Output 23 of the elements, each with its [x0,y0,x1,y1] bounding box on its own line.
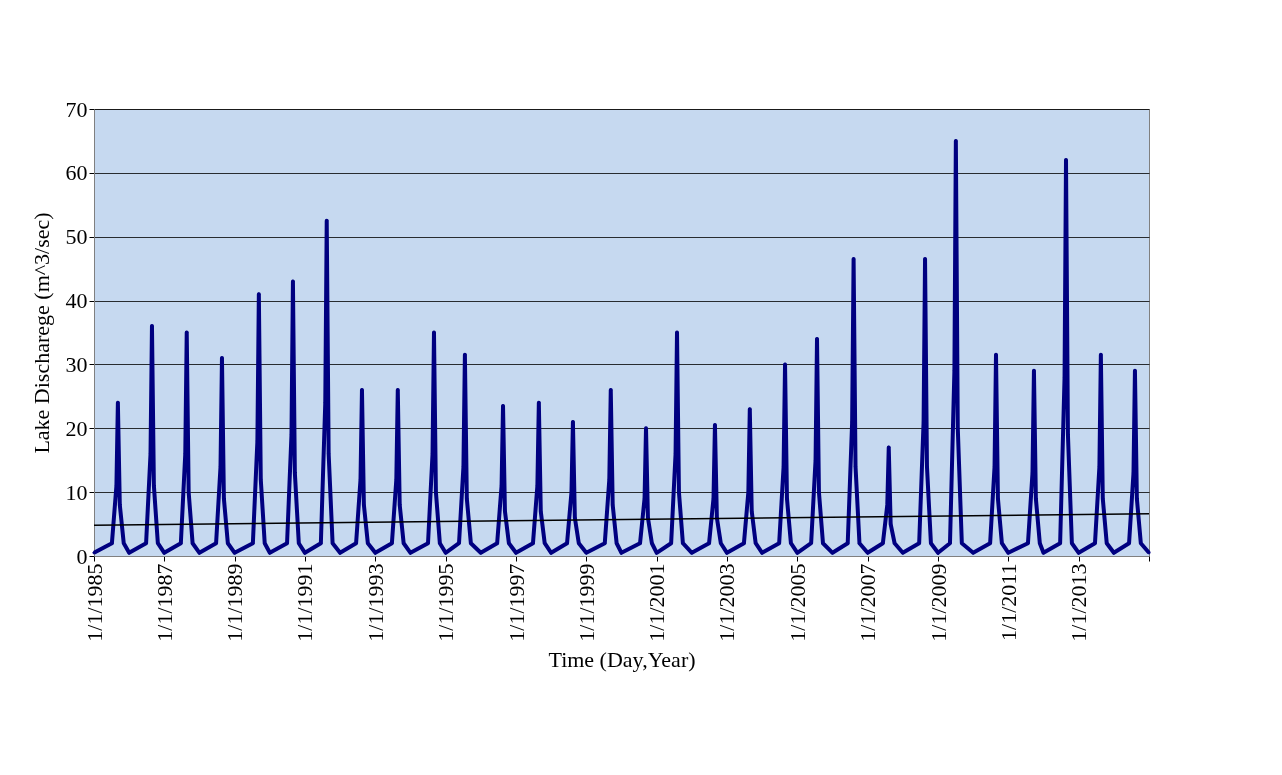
x-tick-label: 1/1/1987 [151,563,177,642]
x-tick-label: 1/1/2003 [714,563,740,642]
x-tick-label: 1/1/1993 [362,563,388,642]
y-axis-title: Lake Discharege (m^3/sec) [28,212,54,454]
x-axis-title: Time (Day,Year) [548,646,696,672]
y-tick-label: 30 [65,351,88,377]
x-tick-label: 1/1/1995 [433,563,459,642]
y-tick-label: 10 [65,479,88,505]
x-tick-label: 1/1/1991 [292,563,318,642]
x-tick-label: 1/1/2013 [1066,563,1092,642]
x-tick-label: 1/1/2005 [784,563,810,642]
y-tick-label: 20 [65,415,88,441]
x-tick-label: 1/1/1997 [503,563,529,642]
y-tick-label: 60 [65,160,88,186]
y-tick-label: 40 [65,288,88,314]
x-tick-label: 1/1/2007 [855,563,881,642]
y-tick-label: 50 [65,224,88,250]
x-tick-label: 1/1/2009 [925,563,951,642]
x-tick-label: 1/1/1999 [573,563,599,642]
x-tick-label: 1/1/1989 [222,563,248,642]
y-tick-label: 70 [65,96,88,122]
x-tick-label: 1/1/2001 [644,563,670,642]
x-tick-label: 1/1/2011 [995,563,1021,641]
